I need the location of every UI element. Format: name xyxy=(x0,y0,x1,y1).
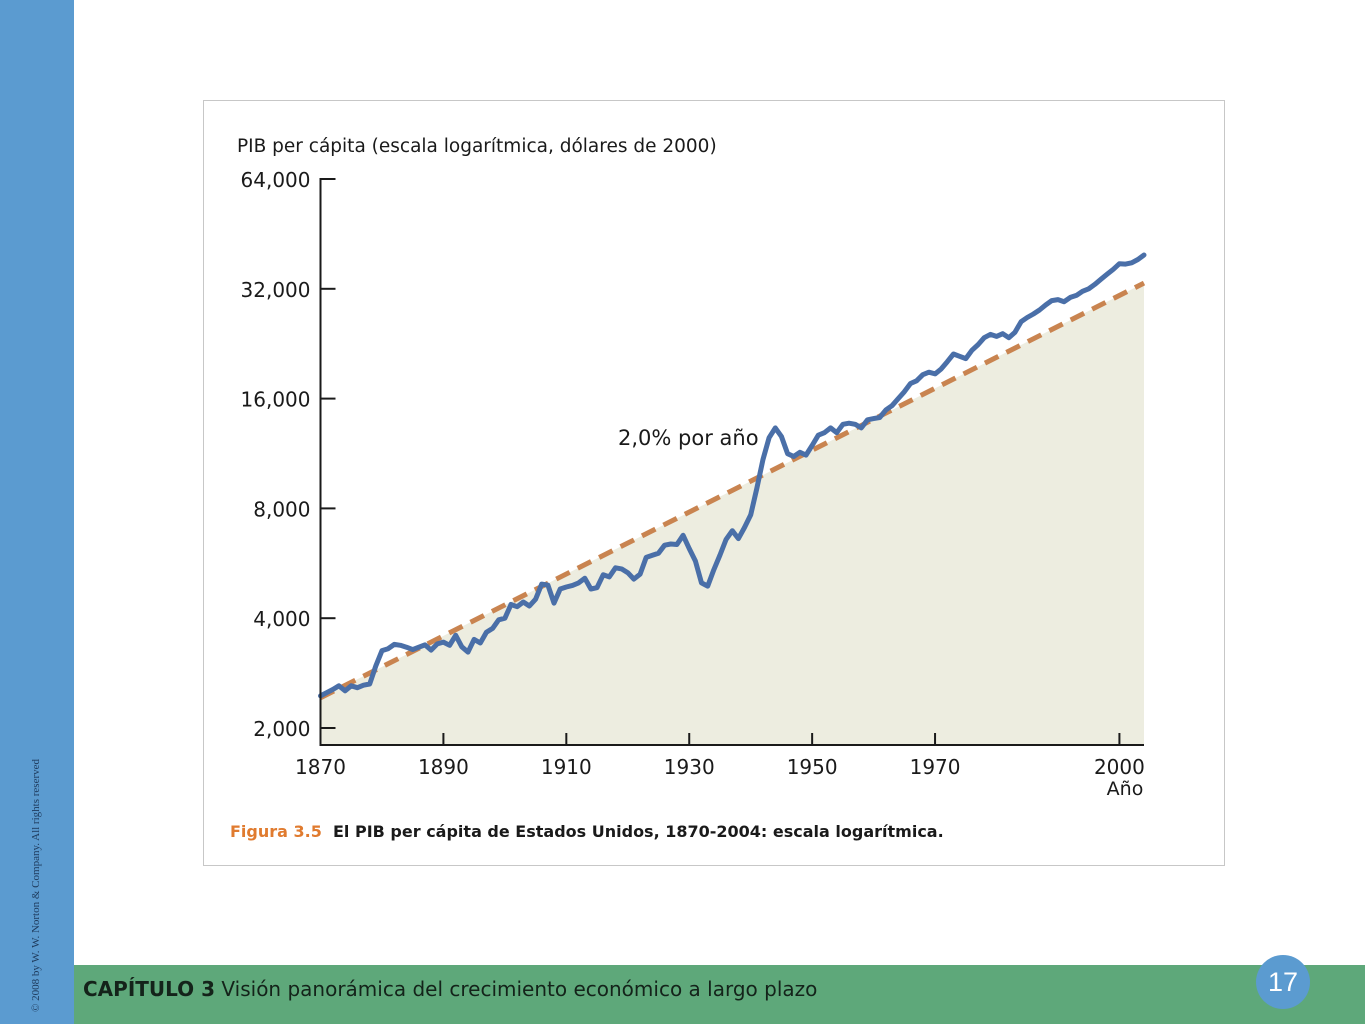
chapter-title: CAPÍTULO 3 Visión panorámica del crecimi… xyxy=(83,977,817,1001)
y-tick-label: 8,000 xyxy=(253,497,310,521)
y-ticks: 2,000 4,000 8,000 16,000 32,000 64,000 xyxy=(241,168,336,741)
copyright-notice: © 2008 by W. W. Norton & Company. All ri… xyxy=(30,759,42,1012)
x-tick-label: 1950 xyxy=(787,755,838,779)
x-tick-label: 1870 xyxy=(295,755,346,779)
gdp-per-capita-line xyxy=(318,252,1147,699)
y-axis-title: PIB per cápita (escala logarítmica, dóla… xyxy=(237,136,717,157)
trend-line xyxy=(319,280,1146,701)
x-tick-label: 1930 xyxy=(664,755,715,779)
x-tick-label: 2000 xyxy=(1094,755,1145,779)
x-ticks: 1870 1890 1910 1930 1950 1970 2000 xyxy=(295,733,1145,779)
x-tick-label: 1970 xyxy=(910,755,961,779)
growth-rate-annotation: 2,0% por año xyxy=(618,426,759,450)
x-axis-title: Año xyxy=(1107,778,1144,800)
gdp-chart: PIB per cápita (escala logarítmica, dóla… xyxy=(237,136,1147,800)
figure-caption: Figura 3.5 El PIB per cápita de Estados … xyxy=(230,822,944,841)
y-tick-label: 64,000 xyxy=(241,168,311,192)
y-tick-label: 32,000 xyxy=(241,278,311,302)
y-tick-label: 4,000 xyxy=(253,607,310,631)
y-tick-label: 16,000 xyxy=(241,388,311,412)
chapter-name: Visión panorámica del crecimiento económ… xyxy=(221,977,818,1001)
y-tick-label: 2,000 xyxy=(253,717,310,741)
figure-caption-text: El PIB per cápita de Estados Unidos, 187… xyxy=(333,822,944,841)
sidebar-strip xyxy=(0,0,74,1024)
chapter-label: CAPÍTULO 3 xyxy=(83,977,216,1001)
x-tick-label: 1890 xyxy=(418,755,469,779)
area-fill xyxy=(320,283,1144,745)
footer-bar xyxy=(74,965,1365,1024)
x-tick-label: 1910 xyxy=(541,755,592,779)
figure-number: Figura 3.5 xyxy=(230,822,322,841)
page-number-badge: 17 xyxy=(1256,955,1310,1009)
